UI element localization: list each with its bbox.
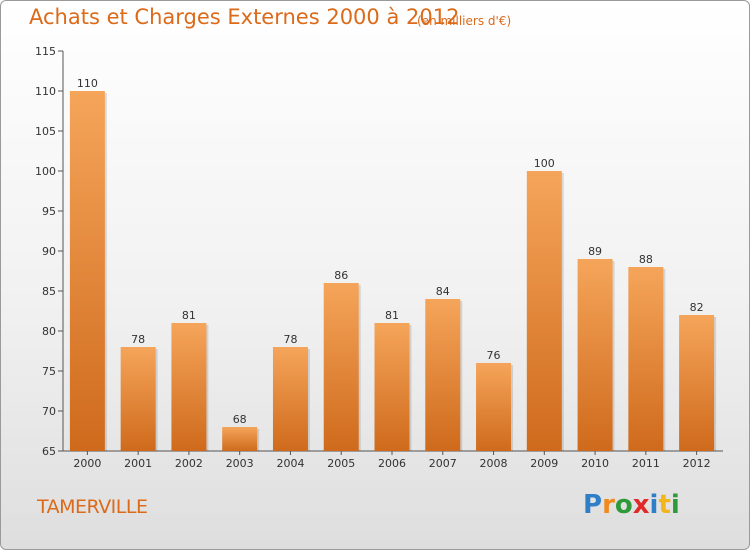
bar-2003 — [222, 427, 258, 451]
data-label-2011: 88 — [639, 253, 653, 266]
chart-data-labels: 110 78 81 68 78 86 81 84 76 100 89 88 82 — [77, 77, 704, 426]
y-tick-label: 65 — [42, 445, 56, 458]
y-tick-label: 90 — [42, 245, 56, 258]
x-tick-label: 2002 — [175, 457, 203, 470]
x-tick-label: 2010 — [581, 457, 609, 470]
commune-name: TAMERVILLE — [37, 496, 148, 518]
logo-letter: o — [614, 490, 633, 520]
bar-2009 — [526, 171, 562, 451]
x-tick-label: 2000 — [73, 457, 101, 470]
x-tick-label: 2011 — [632, 457, 660, 470]
x-tick-label: 2004 — [276, 457, 304, 470]
data-label-2010: 89 — [588, 245, 602, 258]
x-tick-label: 2001 — [124, 457, 152, 470]
x-tick-label: 2006 — [378, 457, 406, 470]
data-label-2008: 76 — [487, 349, 501, 362]
logo-letter: i — [670, 490, 680, 520]
x-tick-label: 2012 — [683, 457, 711, 470]
bar-2011 — [628, 267, 664, 451]
y-tick-label: 100 — [35, 165, 56, 178]
bar-2008 — [476, 363, 512, 451]
x-tick-label: 2003 — [226, 457, 254, 470]
y-tick-label: 85 — [42, 285, 56, 298]
x-tick-label: 2008 — [480, 457, 508, 470]
y-tick-label: 75 — [42, 365, 56, 378]
data-label-2012: 82 — [690, 301, 704, 314]
data-label-2003: 68 — [233, 413, 247, 426]
proxiti-logo[interactable]: Proxiti — [583, 490, 680, 520]
y-tick-label: 110 — [35, 85, 56, 98]
bar-2004 — [272, 347, 308, 451]
data-label-2007: 84 — [436, 285, 450, 298]
bar-2002 — [171, 323, 207, 451]
y-tick-label: 105 — [35, 125, 56, 138]
logo-letter: i — [649, 490, 659, 520]
chart-bars — [69, 91, 717, 451]
logo-letter: r — [602, 490, 615, 520]
data-label-2002: 81 — [182, 309, 196, 322]
bar-2005 — [323, 283, 359, 451]
data-label-2000: 110 — [77, 77, 98, 90]
chart-title: Achats et Charges Externes 2000 à 2012 — [29, 5, 460, 29]
data-label-2006: 81 — [385, 309, 399, 322]
data-label-2005: 86 — [334, 269, 348, 282]
y-tick-label: 80 — [42, 325, 56, 338]
y-tick-label: 115 — [35, 45, 56, 58]
data-label-2004: 78 — [283, 333, 297, 346]
data-label-2009: 100 — [534, 157, 555, 170]
x-tick-label: 2007 — [429, 457, 457, 470]
bar-2000 — [69, 91, 105, 451]
bar-2006 — [374, 323, 410, 451]
chart-subtitle: (en milliers d'€) — [417, 14, 512, 28]
data-label-2001: 78 — [131, 333, 145, 346]
bar-2012 — [679, 315, 715, 451]
chart-axes: 65 70 75 80 85 90 95 100 105 110 115 2000 2001 2002 20… — [35, 45, 723, 470]
x-tick-label: 2009 — [530, 457, 558, 470]
logo-letter: P — [583, 490, 603, 520]
bar-2007 — [425, 299, 461, 451]
y-tick-label: 70 — [42, 405, 56, 418]
x-tick-label: 2005 — [327, 457, 355, 470]
bar-2001 — [120, 347, 156, 451]
bar-2010 — [577, 259, 613, 451]
logo-letter: x — [632, 490, 650, 520]
logo-letter: t — [658, 490, 671, 520]
y-tick-label: 95 — [42, 205, 56, 218]
